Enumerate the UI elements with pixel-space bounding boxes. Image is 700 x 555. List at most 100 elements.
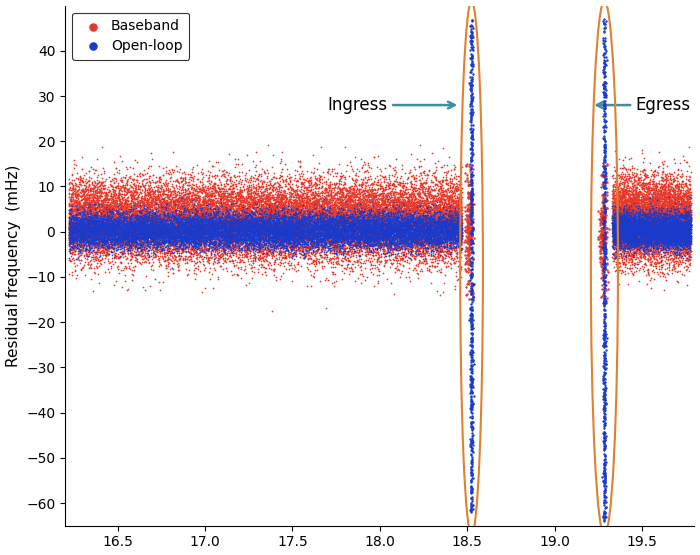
Point	[461, 162, 472, 171]
Baseband	[134, 228, 145, 237]
Point	[650, 236, 661, 245]
Point	[617, 213, 628, 221]
Open-loop	[272, 223, 284, 231]
Point	[662, 202, 673, 211]
Baseband	[262, 191, 273, 200]
Baseband	[244, 194, 256, 203]
Baseband	[276, 172, 288, 181]
Baseband	[288, 255, 299, 264]
Point	[672, 225, 683, 234]
Point	[622, 218, 633, 226]
Point	[463, 219, 474, 228]
Baseband	[398, 241, 409, 250]
Point	[670, 203, 681, 212]
Open-loop	[95, 233, 106, 242]
Baseband	[386, 198, 398, 207]
Baseband	[423, 186, 434, 195]
Open-loop	[299, 216, 310, 225]
Baseband	[284, 200, 295, 209]
Baseband	[400, 189, 412, 198]
Baseband	[407, 238, 418, 246]
Point	[638, 222, 649, 231]
Open-loop	[372, 239, 384, 248]
Baseband	[368, 212, 379, 221]
Baseband	[374, 208, 385, 216]
Baseband	[92, 220, 104, 229]
Open-loop	[269, 224, 280, 233]
Open-loop	[184, 228, 195, 237]
Baseband	[98, 250, 109, 259]
Baseband	[232, 189, 243, 198]
Baseband	[211, 197, 223, 206]
Baseband	[162, 188, 174, 196]
Point	[664, 231, 676, 240]
Point	[671, 205, 682, 214]
Baseband	[178, 224, 189, 233]
Point	[624, 235, 635, 244]
Point	[669, 233, 680, 241]
Open-loop	[90, 221, 101, 230]
Baseband	[315, 215, 326, 224]
Open-loop	[90, 218, 101, 227]
Point	[642, 243, 653, 252]
Open-loop	[427, 221, 438, 230]
Baseband	[75, 175, 86, 184]
Point	[635, 225, 646, 234]
Baseband	[170, 216, 181, 225]
Baseband	[129, 238, 140, 247]
Point	[683, 238, 694, 246]
Point	[671, 227, 682, 236]
Baseband	[204, 183, 216, 192]
Baseband	[236, 211, 247, 220]
Baseband	[298, 227, 309, 236]
Open-loop	[403, 216, 414, 225]
Open-loop	[246, 216, 257, 225]
Open-loop	[302, 229, 314, 238]
Open-loop	[175, 235, 186, 244]
Open-loop	[335, 229, 346, 238]
Baseband	[89, 221, 100, 230]
Open-loop	[227, 224, 238, 233]
Point	[678, 215, 690, 224]
Baseband	[449, 202, 460, 211]
Open-loop	[425, 225, 436, 234]
Open-loop	[314, 224, 325, 233]
Open-loop	[147, 223, 158, 231]
Baseband	[375, 238, 386, 246]
Point	[630, 236, 641, 245]
Open-loop	[120, 228, 131, 236]
Baseband	[263, 215, 274, 224]
Baseband	[159, 186, 170, 195]
Open-loop	[116, 238, 127, 246]
Point	[673, 221, 685, 230]
Open-loop	[212, 222, 223, 231]
Open-loop	[204, 224, 215, 233]
Open-loop	[153, 227, 164, 236]
Open-loop	[206, 226, 218, 235]
Point	[607, 238, 618, 246]
Point	[626, 208, 638, 216]
Baseband	[454, 229, 465, 238]
Baseband	[293, 209, 304, 218]
Baseband	[259, 210, 270, 219]
Baseband	[323, 222, 335, 231]
Baseband	[277, 194, 288, 203]
Point	[633, 205, 644, 214]
Baseband	[429, 219, 440, 228]
Baseband	[384, 218, 395, 227]
Baseband	[422, 206, 433, 215]
Point	[638, 224, 650, 233]
Open-loop	[125, 246, 136, 255]
Point	[466, 80, 477, 89]
Baseband	[178, 228, 190, 237]
Open-loop	[421, 224, 433, 233]
Open-loop	[300, 218, 312, 227]
Baseband	[319, 223, 330, 232]
Point	[634, 204, 645, 213]
Open-loop	[77, 231, 88, 240]
Point	[681, 223, 692, 232]
Open-loop	[332, 233, 344, 242]
Point	[643, 234, 654, 243]
Baseband	[433, 252, 444, 261]
Baseband	[336, 187, 347, 196]
